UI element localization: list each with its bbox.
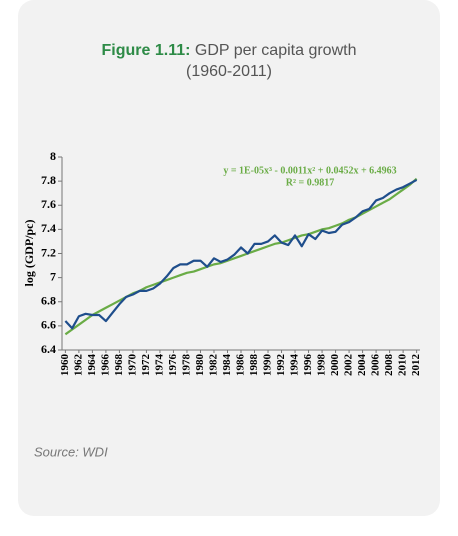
x-tick-label: 1962 xyxy=(72,354,84,377)
y-axis-label: log (GDP/pc) xyxy=(22,220,36,287)
x-tick-label: 1996 xyxy=(302,354,314,377)
r-squared: R² = 0.9817 xyxy=(286,177,334,188)
x-tick-label: 1976 xyxy=(167,354,179,377)
x-tick-label: 1974 xyxy=(153,354,165,377)
x-tick-label: 1964 xyxy=(86,354,98,377)
chart-subtitle: (1960-2011) xyxy=(186,63,272,80)
x-tick-label: 1968 xyxy=(113,354,125,377)
x-tick-label: 1972 xyxy=(140,354,152,377)
x-tick-label: 1990 xyxy=(262,354,274,377)
x-tick-label: 1978 xyxy=(180,354,192,377)
source: Source: WDI xyxy=(34,444,108,459)
x-tick-label: 2010 xyxy=(397,354,409,377)
title-text: GDP per capita growth xyxy=(195,42,357,59)
y-tick-label: 7.4 xyxy=(41,221,56,235)
x-tick-label: 2012 xyxy=(410,354,422,377)
x-tick-label: 1980 xyxy=(194,354,206,377)
y-tick-label: 6.4 xyxy=(41,342,56,356)
x-tick-label: 1960 xyxy=(59,354,71,377)
trend-equation: y = 1E-05x³ - 0.0011x² + 0.0452x + 6.496… xyxy=(223,165,396,176)
x-tick-label: 1966 xyxy=(99,354,111,377)
title-prefix: Figure 1.11: xyxy=(102,42,191,59)
y-tick-label: 8 xyxy=(50,149,56,163)
x-tick-label: 2004 xyxy=(356,354,368,377)
y-tick-label: 6.8 xyxy=(41,294,56,308)
x-tick-label: 1998 xyxy=(316,354,328,377)
x-tick-label: 1988 xyxy=(248,354,260,377)
x-tick-label: 1994 xyxy=(289,354,301,377)
y-tick-label: 7.6 xyxy=(41,197,56,211)
x-tick-label: 1982 xyxy=(208,354,220,377)
x-tick-label: 1992 xyxy=(275,354,287,377)
y-tick-label: 7.8 xyxy=(41,173,56,187)
y-tick-label: 6.6 xyxy=(41,318,56,332)
x-tick-label: 2006 xyxy=(370,354,382,377)
chart-title: Figure 1.11: GDP per capita growth xyxy=(102,42,357,59)
x-tick-label: 1986 xyxy=(235,354,247,377)
x-tick-label: 2002 xyxy=(343,354,355,377)
data-line xyxy=(64,178,418,330)
x-tick-label: 2008 xyxy=(383,354,395,377)
y-tick-label: 7.2 xyxy=(41,245,56,259)
x-tick-label: 1970 xyxy=(126,354,138,377)
y-tick-label: 7 xyxy=(50,269,56,283)
x-tick-label: 2000 xyxy=(329,354,341,377)
x-tick-label: 1984 xyxy=(221,354,233,377)
